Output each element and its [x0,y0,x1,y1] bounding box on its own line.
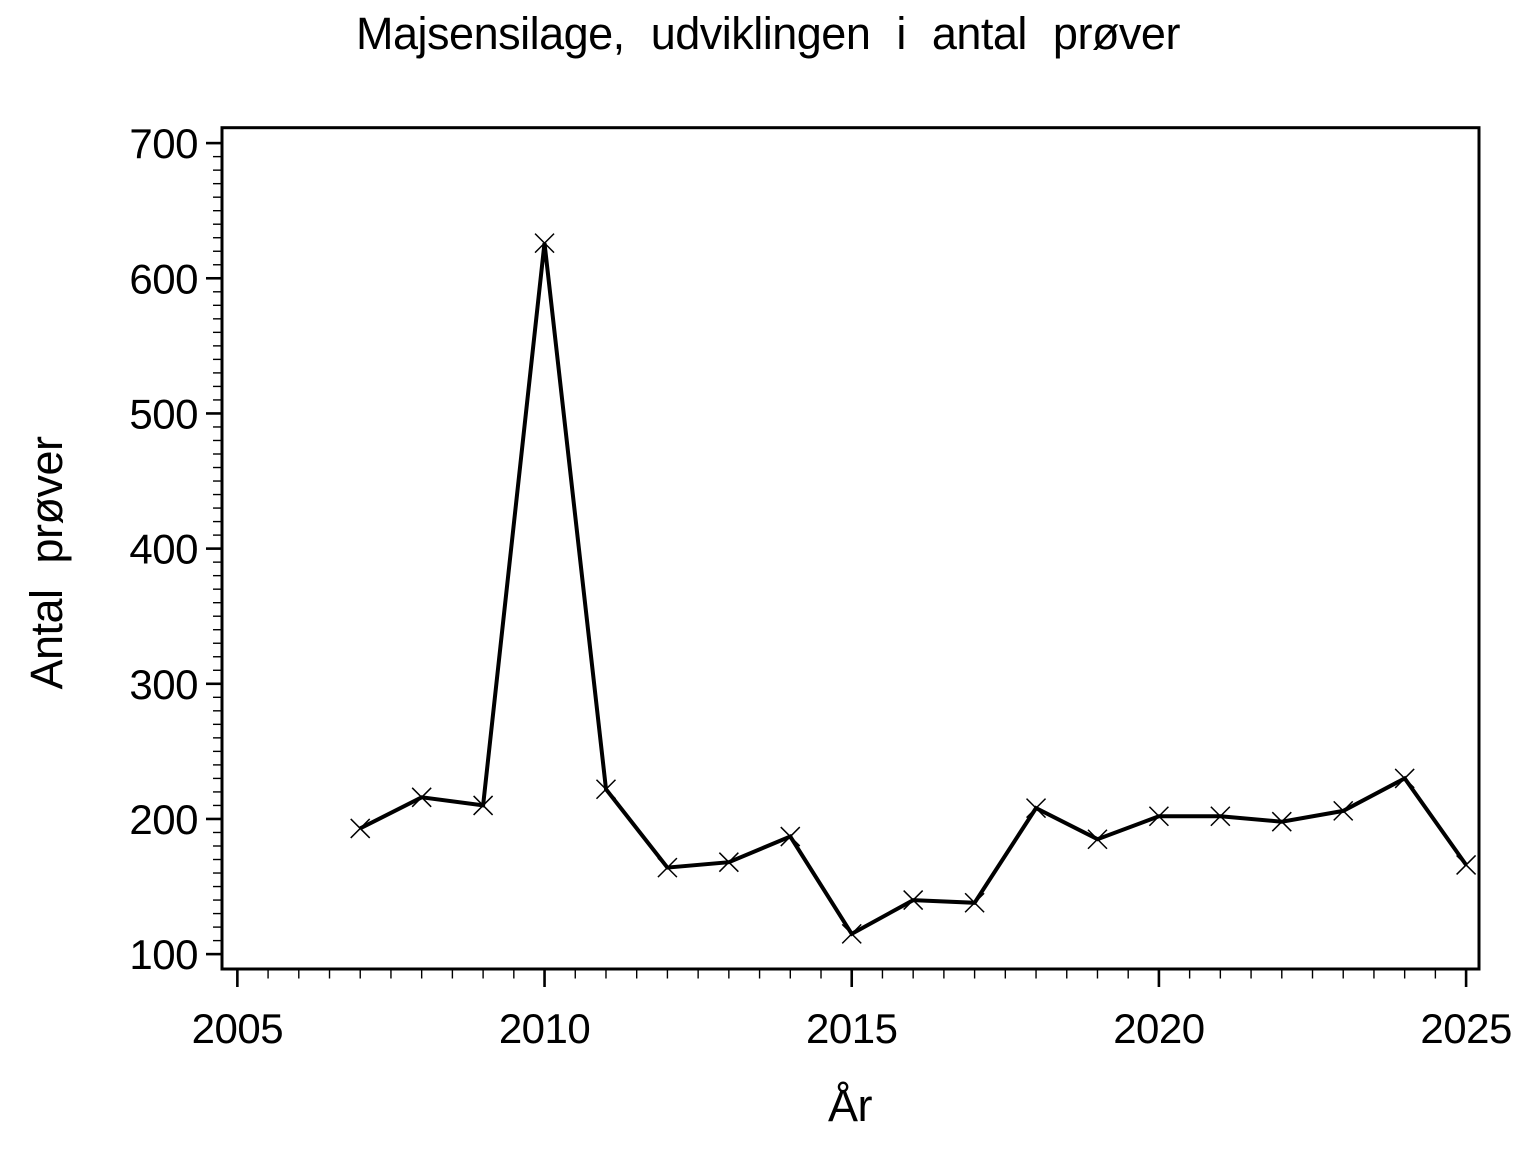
x-tick-label: 2015 [806,1005,897,1052]
data-point-marker-2019 [1087,829,1108,850]
data-point-marker-2020 [1148,806,1169,827]
data-point-marker-2023 [1333,800,1354,821]
y-tick-label: 400 [129,526,198,573]
data-point-marker-2010 [534,233,555,254]
x-tick-label: 2010 [499,1005,590,1052]
y-tick-label: 700 [129,120,198,167]
plot-frame [220,126,1481,971]
data-point-marker-2008 [411,787,432,808]
data-point-marker-2015 [841,923,862,944]
plot-area: 100 200 300 400 500 600 700 2005 2010 2015 2020 202… [129,120,1512,1052]
data-point-marker-2012 [657,857,678,878]
y-tick-label: 600 [129,255,198,302]
data-point-marker-2021 [1210,806,1231,827]
series-line [359,242,1468,937]
data-point-marker-2022 [1271,811,1292,832]
x-tick-label: 2025 [1420,1005,1511,1052]
y-tick-label: 500 [129,390,198,437]
data-point-marker-2024 [1394,768,1415,789]
x-axis-title: År [828,1080,873,1131]
chart-title: Majsensilage, udviklingen i antal prøver [356,8,1180,59]
x-tick-label: 2020 [1113,1005,1204,1052]
y-tick-label: 100 [129,931,198,978]
data-point-marker-2014 [780,826,801,847]
data-point-marker-2018 [1026,798,1047,819]
data-point-marker-2025 [1456,854,1477,875]
data-point-marker-2009 [473,795,494,816]
y-axis-title: Antal prøver [21,436,72,690]
data-point-marker-2007 [350,818,371,839]
data-point-marker-2013 [718,852,739,873]
data-point-marker-2016 [903,890,924,911]
x-tick-label: 2005 [192,1005,283,1052]
data-point-marker-2011 [595,779,617,800]
y-tick-label: 300 [129,661,198,708]
data-point-marker-2017 [964,892,985,913]
y-tick-label: 200 [129,796,198,843]
